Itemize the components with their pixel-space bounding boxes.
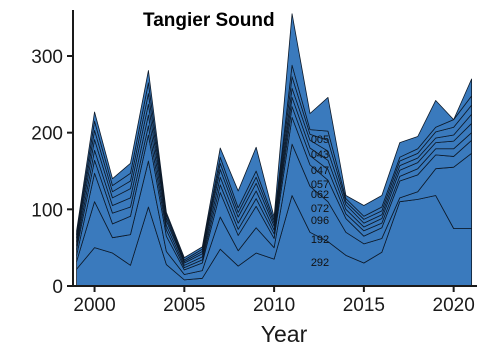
series-label-005: 005 — [311, 134, 329, 146]
y-tick-label: 0 — [52, 277, 63, 298]
y-tick-label: 300 — [31, 47, 63, 68]
series-label-043: 043 — [311, 149, 329, 161]
x-axis-ticks: 2000 2005 2010 2015 2020 — [73, 286, 475, 316]
series-label-096: 096 — [311, 215, 329, 227]
series-label-292: 292 — [311, 257, 329, 269]
y-tick-label: 200 — [31, 124, 63, 145]
y-tick-label: 100 — [31, 200, 63, 221]
area-series-005 — [76, 13, 473, 261]
x-tick-label: 2020 — [433, 295, 475, 316]
chart-title: Tangier Sound — [143, 10, 275, 31]
x-tick-label: 2010 — [253, 295, 295, 316]
x-axis-title: Year — [261, 321, 308, 346]
series-label-057: 057 — [311, 179, 329, 191]
stacked-area-layer — [76, 13, 473, 286]
series-label-192: 192 — [311, 234, 329, 246]
x-tick-label: 2015 — [343, 295, 385, 316]
x-tick-label: 2000 — [73, 295, 115, 316]
x-tick-label: 2005 — [163, 295, 205, 316]
series-label-062: 062 — [311, 189, 329, 201]
series-label-047: 047 — [311, 165, 329, 177]
y-axis-ticks: 0 100 200 300 — [31, 47, 73, 298]
series-label-072: 072 — [311, 203, 329, 215]
